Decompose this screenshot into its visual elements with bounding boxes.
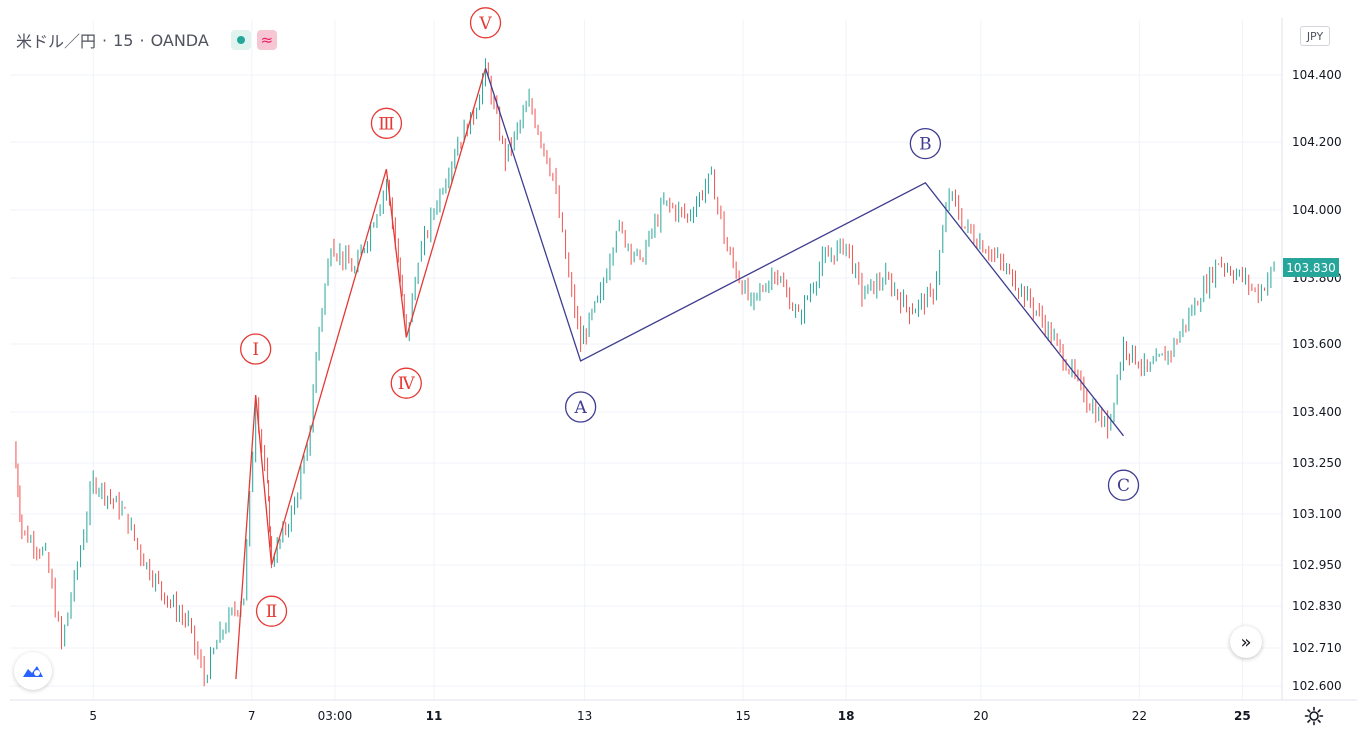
currency-badge[interactable]: JPY: [1300, 26, 1330, 46]
impulse-wave-path[interactable]: [235, 68, 487, 680]
impulse-wave-label-circle: [255, 595, 288, 627]
impulse-wave-label-text: Ⅴ: [478, 14, 492, 34]
corrective-wave-label-text: A: [573, 398, 587, 418]
scroll-to-realtime-button[interactable]: »: [1230, 626, 1262, 658]
time-tick-label: 15: [735, 709, 750, 723]
price-tick-label: 102.710: [1292, 641, 1342, 655]
status-dot-icon: [236, 36, 245, 44]
logo-icon: [23, 666, 43, 677]
impulse-wave-label-text: Ⅱ: [266, 602, 278, 622]
corrective-wave-label-1[interactable]: A: [564, 391, 597, 423]
impulse-wave-label-5[interactable]: Ⅴ: [469, 7, 502, 39]
impulse-wave-label-circle: [370, 107, 403, 139]
symbol-name: 米ドル／円: [16, 32, 97, 51]
market-status-badge[interactable]: [230, 30, 251, 50]
source-label: OANDA: [150, 30, 209, 50]
impulse-wave-label-text: Ⅳ: [398, 374, 416, 394]
symbol-legend[interactable]: 米ドル／円 · 15 · OANDA ≈: [16, 28, 277, 52]
time-tick-label: 13: [577, 709, 592, 723]
corrective-wave-label-text: C: [1117, 476, 1130, 496]
time-axis[interactable]: 5 7 03:00 11 13 15 18 20 22 25: [89, 709, 1250, 723]
price-tick-label: 104.400: [1292, 68, 1342, 82]
price-axis[interactable]: 104.400104.200104.000103.800103.600103.4…: [1292, 68, 1342, 693]
corrective-wave-label-circle: [1107, 469, 1140, 501]
legend-separator: ·: [102, 30, 108, 50]
impulse-wave-label-2[interactable]: Ⅱ: [255, 595, 288, 627]
impulse-wave-label-circle: [390, 367, 422, 399]
time-tick-label: 25: [1234, 709, 1251, 723]
corrective-wave-label-text: B: [919, 135, 932, 155]
impulse-wave-label-1[interactable]: Ⅰ: [240, 333, 272, 365]
legend-separator: ·: [139, 30, 145, 50]
time-tick-label: 7: [248, 709, 256, 723]
corrective-wave-path[interactable]: [484, 68, 1125, 437]
impulse-wave-lines[interactable]: [235, 68, 487, 680]
corrective-wave-label-circle: [564, 391, 597, 423]
price-series: [15, 58, 1275, 687]
corrective-wave-label-circle: [909, 127, 942, 160]
settings-gear-icon: [1304, 706, 1324, 726]
impulse-wave-label-4[interactable]: Ⅳ: [390, 367, 422, 399]
time-tick-label: 5: [89, 709, 97, 723]
price-tick-label: 103.400: [1292, 405, 1342, 419]
gear-icon[interactable]: [1303, 705, 1325, 727]
tradingview-logo[interactable]: [14, 652, 52, 690]
price-tick-label: 104.000: [1292, 203, 1342, 217]
time-tick-label: 18: [838, 709, 855, 723]
corrective-wave-label-3[interactable]: C: [1107, 469, 1140, 501]
corrective-wave-lines[interactable]: [484, 68, 1125, 437]
impulse-wave-label-circle: [469, 7, 502, 39]
interval-label: 15: [113, 30, 134, 50]
wave-indicator-badge[interactable]: ≈: [256, 30, 277, 50]
time-tick-label: 03:00: [318, 709, 353, 723]
chart-grid: [10, 20, 1282, 700]
impulse-wave-label-circle: [240, 333, 272, 365]
impulse-wave-label-3[interactable]: Ⅲ: [370, 107, 403, 139]
impulse-wave-label-text: Ⅲ: [378, 114, 394, 134]
price-tick-label: 103.600: [1292, 337, 1342, 351]
price-tick-label: 102.830: [1292, 599, 1342, 613]
time-tick-label: 22: [1132, 709, 1147, 723]
price-tick-label: 103.250: [1292, 456, 1342, 470]
impulse-wave-label-text: Ⅰ: [252, 340, 259, 360]
price-tick-label: 102.950: [1292, 558, 1342, 572]
time-tick-label: 20: [973, 709, 988, 723]
price-tick-label: 103.100: [1292, 507, 1342, 521]
last-price-label: 103.830: [1283, 258, 1339, 277]
wave-labels[interactable]: Ⅰ Ⅱ Ⅲ Ⅳ Ⅴ A B C: [240, 7, 1140, 627]
price-tick-label: 104.200: [1292, 135, 1342, 149]
price-tick-label: 102.600: [1292, 679, 1342, 693]
corrective-wave-label-2[interactable]: B: [909, 127, 942, 160]
time-tick-label: 11: [426, 709, 443, 723]
